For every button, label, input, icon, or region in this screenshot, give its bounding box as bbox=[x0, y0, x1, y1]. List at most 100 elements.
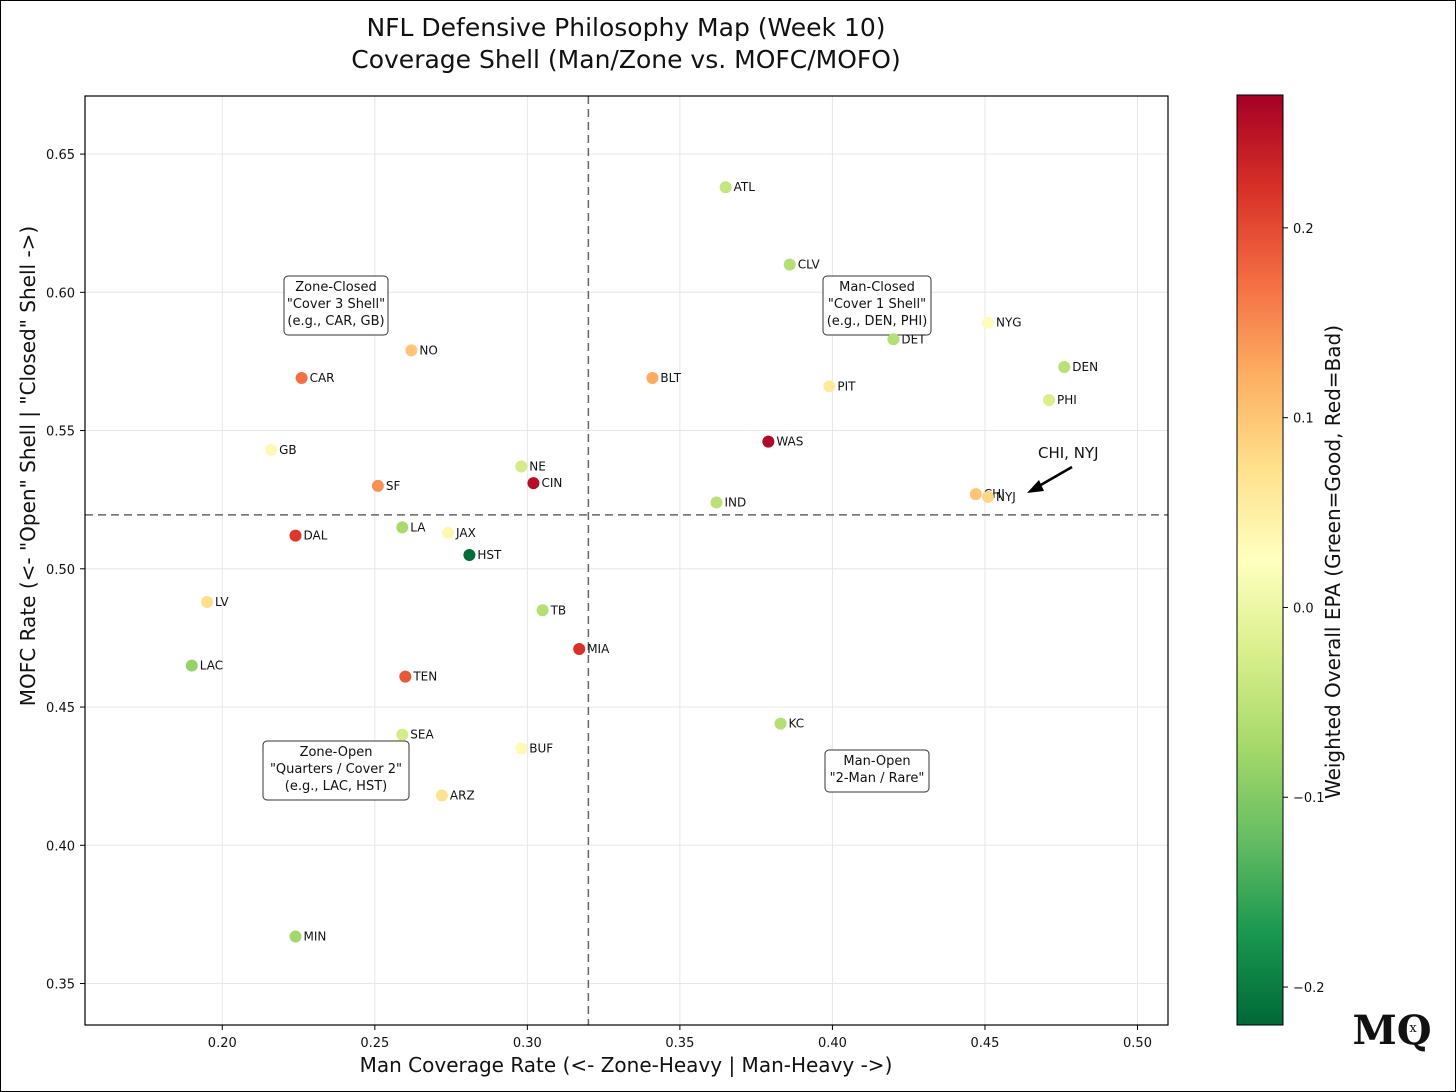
team-label-ten: TEN bbox=[412, 670, 437, 684]
team-point-phi bbox=[1043, 394, 1056, 407]
quadrant-box-zone-closed-line: Zone-Closed bbox=[295, 280, 376, 295]
team-label-sea: SEA bbox=[410, 728, 434, 742]
team-point-nyg bbox=[982, 316, 995, 329]
quadrant-box-man-open-line: Man-Open bbox=[843, 754, 910, 769]
team-point-was bbox=[762, 435, 775, 448]
team-label-ne: NE bbox=[529, 459, 546, 473]
x-axis-label: Man Coverage Rate (<- Zone-Heavy | Man-H… bbox=[360, 1053, 893, 1077]
chart-title-line-1: NFL Defensive Philosophy Map (Week 10) bbox=[366, 13, 885, 42]
team-point-car bbox=[295, 372, 308, 385]
logo-mark: x bbox=[1409, 1021, 1417, 1036]
quadrant-box-man-open bbox=[824, 749, 930, 793]
team-point-ind bbox=[710, 496, 723, 509]
team-label-min: MIN bbox=[303, 930, 326, 944]
team-label-phi: PHI bbox=[1057, 393, 1077, 407]
plot-area bbox=[84, 95, 1169, 1026]
team-point-mia bbox=[573, 642, 586, 655]
quadrant-box-man-closed bbox=[822, 275, 932, 336]
y-tick-label: 0.55 bbox=[46, 425, 75, 440]
team-point-kc bbox=[774, 717, 787, 730]
team-point-arz bbox=[435, 789, 448, 802]
x-axis-ticks: 0.20 0.25 0.30 0.35 0.40 0.45 0.50 bbox=[208, 1025, 1152, 1051]
team-point-den bbox=[1058, 360, 1071, 373]
team-point-det bbox=[887, 333, 900, 346]
team-label-sf: SF bbox=[386, 479, 401, 493]
team-label-den: DEN bbox=[1072, 360, 1098, 374]
team-point-sf bbox=[371, 479, 384, 492]
team-point-ten bbox=[399, 670, 412, 683]
team-label-gb: GB bbox=[279, 443, 297, 457]
quadrant-box-man-open-line: "2-Man / Rare" bbox=[830, 771, 925, 786]
x-tick-label: 0.30 bbox=[513, 1036, 542, 1051]
team-point-la bbox=[396, 521, 409, 534]
logo-text: MQ bbox=[1352, 1007, 1431, 1054]
quadrant-box-zone-closed-line: "Cover 3 Shell" bbox=[287, 297, 385, 312]
x-tick-label: 0.35 bbox=[665, 1036, 694, 1051]
team-point-sea bbox=[396, 728, 409, 741]
annotation-arrow-head bbox=[1027, 480, 1044, 493]
team-label-nyj: NYJ bbox=[996, 490, 1016, 504]
y-tick-label: 0.35 bbox=[46, 978, 75, 993]
y-axis-label: MOFC Rate (<- "Open" Shell | "Closed" Sh… bbox=[16, 226, 40, 706]
team-point-gb bbox=[265, 443, 278, 456]
team-point-chi bbox=[969, 488, 982, 501]
team-point-pit bbox=[823, 380, 836, 393]
team-point-atl bbox=[719, 181, 732, 194]
team-label-det: DET bbox=[901, 332, 926, 346]
quadrant-box-zone-open bbox=[262, 740, 410, 801]
colorbar-tick-label: −0.2 bbox=[1293, 981, 1325, 996]
colorbar: −0.2 −0.1 0.0 0.1 0.2 bbox=[1236, 94, 1325, 1026]
colorbar-tick-label: 0.2 bbox=[1293, 222, 1314, 237]
grid bbox=[85, 96, 1168, 1025]
chi-nyj-annotation: CHI, NYJ bbox=[1027, 444, 1099, 493]
chart-title-line-2: Coverage Shell (Man/Zone vs. MOFC/MOFO) bbox=[351, 45, 900, 74]
team-point-blt bbox=[646, 372, 659, 385]
team-point-lv bbox=[201, 595, 214, 608]
team-point-jax bbox=[442, 526, 455, 539]
team-label-cin: CIN bbox=[541, 476, 562, 490]
team-label-atl: ATL bbox=[734, 180, 756, 194]
quadrant-box-zone-closed bbox=[283, 275, 389, 336]
team-point-hst bbox=[463, 548, 476, 561]
x-tick-label: 0.25 bbox=[360, 1036, 389, 1051]
y-axis-ticks: 0.35 0.40 0.45 0.50 0.55 0.60 0.65 bbox=[46, 148, 85, 993]
team-label-nyg: NYG bbox=[996, 316, 1022, 330]
team-label-ind: IND bbox=[724, 495, 746, 509]
annotation-text: CHI, NYJ bbox=[1038, 444, 1099, 462]
team-label-car: CAR bbox=[310, 371, 335, 385]
team-label-hst: HST bbox=[477, 548, 502, 562]
team-label-la: LA bbox=[410, 520, 426, 534]
x-tick-label: 0.20 bbox=[208, 1036, 237, 1051]
team-label-was: WAS bbox=[776, 435, 803, 449]
team-point-dal bbox=[289, 529, 302, 542]
quadrant-box-zone-open-line: Zone-Open bbox=[300, 745, 373, 760]
team-label-buf: BUF bbox=[529, 742, 553, 756]
x-tick-label: 0.45 bbox=[970, 1036, 999, 1051]
team-point-buf bbox=[515, 742, 528, 755]
colorbar-tick-label: 0.0 bbox=[1293, 601, 1314, 616]
colorbar-label: Weighted Overall EPA (Green=Good, Red=Ba… bbox=[1321, 325, 1345, 799]
y-tick-label: 0.50 bbox=[46, 563, 75, 578]
team-label-lv: LV bbox=[215, 595, 229, 609]
team-point-lac bbox=[185, 659, 198, 672]
mq-logo: MQ x bbox=[1352, 1007, 1431, 1054]
x-tick-label: 0.50 bbox=[1123, 1036, 1152, 1051]
quadrant-boxes: Zone-Closed "Cover 3 Shell" (e.g., CAR, GB… bbox=[262, 275, 932, 801]
colorbar-tick-label: 0.1 bbox=[1293, 412, 1314, 427]
team-label-mia: MIA bbox=[587, 642, 610, 656]
quadrant-box-man-closed-line: "Cover 1 Shell" bbox=[828, 297, 926, 312]
quadrant-box-man-closed-line: Man-Closed bbox=[839, 280, 915, 295]
team-label-kc: KC bbox=[789, 717, 805, 731]
team-point-no bbox=[405, 344, 418, 357]
y-tick-label: 0.45 bbox=[46, 701, 75, 716]
team-point-cin bbox=[527, 477, 540, 490]
x-tick-label: 0.40 bbox=[818, 1036, 847, 1051]
team-point-clv bbox=[783, 258, 796, 271]
quadrant-box-zone-closed-line: (e.g., CAR, GB) bbox=[287, 314, 384, 329]
team-label-clv: CLV bbox=[798, 258, 821, 272]
team-point-ne bbox=[515, 460, 528, 473]
quadrant-box-man-closed-line: (e.g., DEN, PHI) bbox=[827, 314, 928, 329]
team-label-jax: JAX bbox=[455, 526, 476, 540]
colorbar-tick-label: −0.1 bbox=[1293, 791, 1325, 806]
